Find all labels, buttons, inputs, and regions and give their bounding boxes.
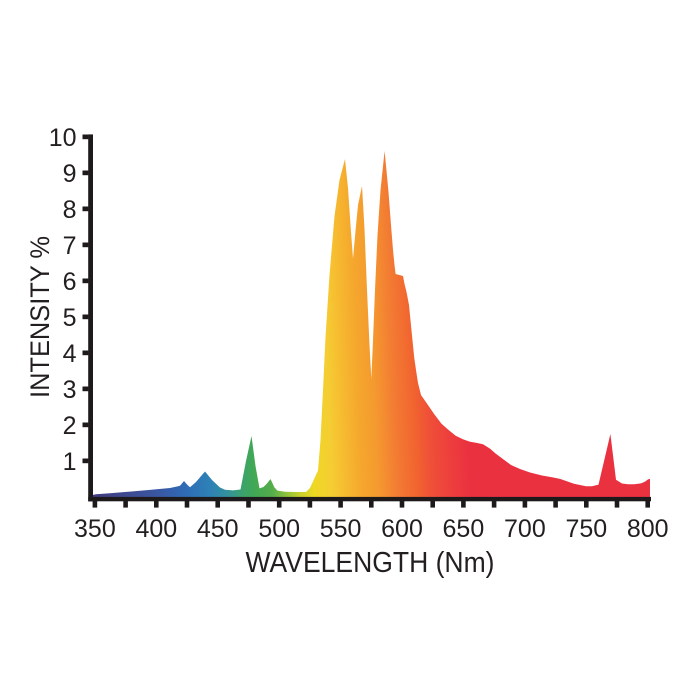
svg-text:650: 650 [443,515,485,543]
svg-text:800: 800 [627,515,669,543]
svg-text:8: 8 [63,196,77,224]
svg-text:350: 350 [74,515,116,543]
svg-text:10: 10 [49,124,77,152]
svg-text:600: 600 [381,515,423,543]
svg-text:2: 2 [63,412,77,440]
svg-text:7: 7 [63,232,77,260]
svg-text:9: 9 [63,160,77,188]
svg-text:400: 400 [135,515,177,543]
svg-text:3: 3 [63,376,77,404]
svg-text:450: 450 [197,515,239,543]
svg-text:700: 700 [504,515,546,543]
svg-text:INTENSITY %: INTENSITY % [25,236,55,398]
svg-text:550: 550 [320,515,362,543]
svg-text:1: 1 [63,448,77,476]
svg-text:5: 5 [63,304,77,332]
svg-text:500: 500 [258,515,300,543]
svg-text:6: 6 [63,268,77,296]
svg-text:4: 4 [63,340,77,368]
svg-text:WAVELENGTH (Nm): WAVELENGTH (Nm) [246,547,495,579]
svg-text:750: 750 [565,515,607,543]
